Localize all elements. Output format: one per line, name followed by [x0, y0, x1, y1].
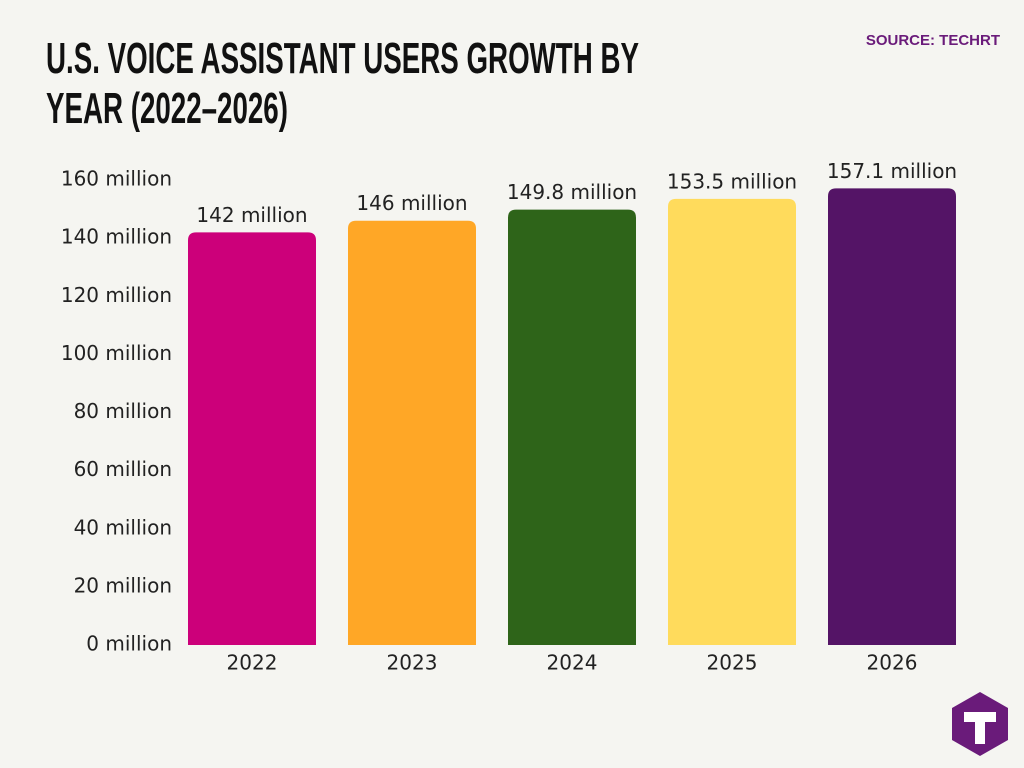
y-tick-label: 140 million — [61, 225, 172, 249]
y-tick-label: 100 million — [61, 341, 172, 365]
x-tick-label: 2023 — [387, 651, 438, 675]
x-tick-label: 2022 — [227, 651, 278, 675]
y-tick-label: 20 million — [74, 573, 172, 597]
bar — [668, 198, 796, 645]
bar — [188, 232, 316, 645]
bar — [508, 209, 636, 646]
y-tick-label: 0 million — [86, 632, 172, 656]
source: SOURCE: TECHRT — [865, 32, 1000, 49]
value-label: 142 million — [196, 203, 307, 227]
value-label: 146 million — [356, 191, 467, 215]
value-label: 149.8 million — [507, 180, 637, 204]
y-tick-label: 160 million — [61, 167, 172, 191]
x-tick-label: 2026 — [867, 651, 918, 675]
x-tick-label: 2024 — [547, 651, 598, 675]
y-tick-label: 120 million — [61, 283, 172, 307]
x-tick-label: 2025 — [707, 651, 758, 675]
logo — [952, 692, 1008, 756]
chart-title: U.S. VOICE ASSISTANT USERS GROWTH BY YEA… — [46, 34, 639, 133]
value-label: 157.1 million — [827, 159, 957, 183]
value-label: 153.5 million — [667, 169, 797, 193]
y-tick-label: 40 million — [74, 515, 172, 539]
y-tick-label: 80 million — [74, 399, 172, 423]
y-tick-label: 60 million — [74, 457, 172, 481]
bar — [348, 220, 476, 645]
bar — [828, 188, 956, 645]
